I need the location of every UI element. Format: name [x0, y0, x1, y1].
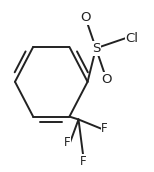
Text: S: S — [92, 42, 100, 55]
Text: F: F — [80, 155, 86, 168]
Text: O: O — [80, 11, 91, 24]
Text: Cl: Cl — [125, 32, 138, 45]
Text: F: F — [101, 122, 108, 135]
Text: O: O — [101, 73, 112, 86]
Text: F: F — [64, 136, 70, 149]
